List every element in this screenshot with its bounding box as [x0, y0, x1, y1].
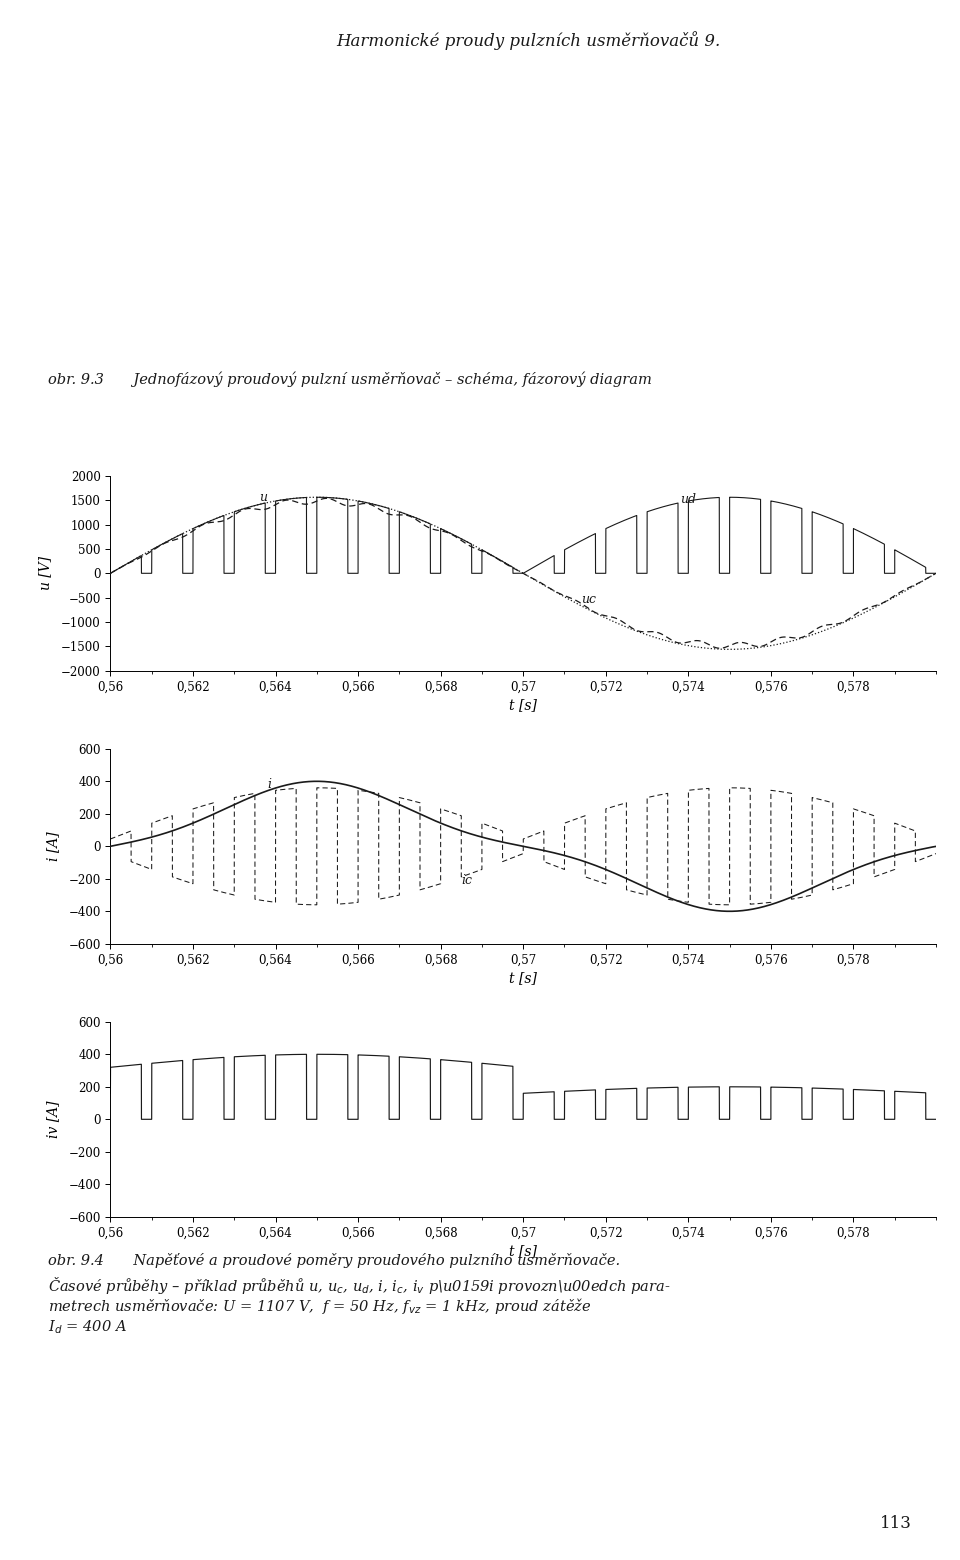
Text: i: i — [267, 778, 272, 791]
Text: Časové průběhy – příklad průběhů u, u$_c$, u$_d$, i, i$_c$, i$_v$ p\u0159i provo: Časové průběhy – příklad průběhů u, u$_c… — [48, 1275, 671, 1295]
Text: I$_d$ = 400 A: I$_d$ = 400 A — [48, 1318, 127, 1335]
Y-axis label: i [A]: i [A] — [46, 831, 60, 861]
Text: metrech usměrňovače: U = 1107 V,  f = 50 Hz, f$_{vz}$ = 1 kHz, proud zátěže: metrech usměrňovače: U = 1107 V, f = 50 … — [48, 1296, 591, 1317]
Text: ud: ud — [680, 493, 696, 505]
X-axis label: t [s]: t [s] — [509, 697, 538, 711]
X-axis label: t [s]: t [s] — [509, 1243, 538, 1257]
Text: uc: uc — [581, 593, 596, 605]
Y-axis label: iv [A]: iv [A] — [46, 1100, 60, 1139]
Text: ic: ic — [462, 874, 472, 886]
Text: obr. 9.4    Napěťové a proudové poměry proudového pulzního usměrňovače.: obr. 9.4 Napěťové a proudové poměry prou… — [48, 1253, 620, 1268]
Text: obr. 9.3    Jednofázový proudový pulzní usměrňovač – schéma, fázorový diagram: obr. 9.3 Jednofázový proudový pulzní usm… — [48, 371, 652, 387]
X-axis label: t [s]: t [s] — [509, 970, 538, 984]
Text: u: u — [259, 491, 267, 504]
Y-axis label: u [V]: u [V] — [38, 557, 53, 590]
Text: Harmonické proudy pulzních usměrňovačů 9.: Harmonické proudy pulzních usměrňovačů 9… — [336, 31, 720, 50]
Text: 113: 113 — [880, 1515, 912, 1532]
